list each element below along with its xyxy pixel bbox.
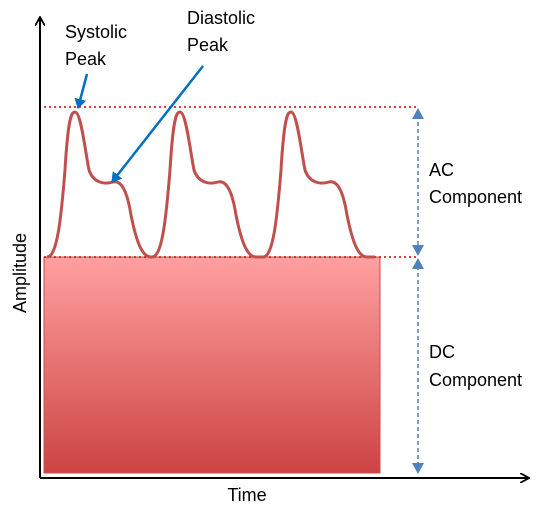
systolic-pointer-arrow	[74, 73, 89, 109]
diastolic-label-line1: Diastolic	[187, 8, 255, 28]
diastolic-pointer-arrow	[111, 65, 204, 183]
dc-dimension-arrowhead-bottom	[412, 463, 424, 474]
systolic-label-line2: Peak	[65, 49, 107, 69]
y-axis-label: Amplitude	[10, 233, 30, 313]
ac-dimension-arrowhead-bottom	[412, 245, 424, 256]
dc-label-line2: Component	[429, 370, 522, 390]
dc-component-block	[43, 256, 381, 474]
ac-label-line1: AC	[429, 160, 454, 180]
x-axis-label: Time	[227, 485, 266, 505]
ac-dimension-arrowhead-top	[412, 108, 424, 119]
dc-label-line1: DC	[429, 342, 455, 362]
diastolic-label-line2: Peak	[187, 35, 229, 55]
ac-label-line2: Component	[429, 187, 522, 207]
systolic-label-line1: Systolic	[65, 22, 127, 42]
dc-dimension-arrowhead-top	[412, 258, 424, 269]
pulse-waveform	[46, 110, 375, 259]
